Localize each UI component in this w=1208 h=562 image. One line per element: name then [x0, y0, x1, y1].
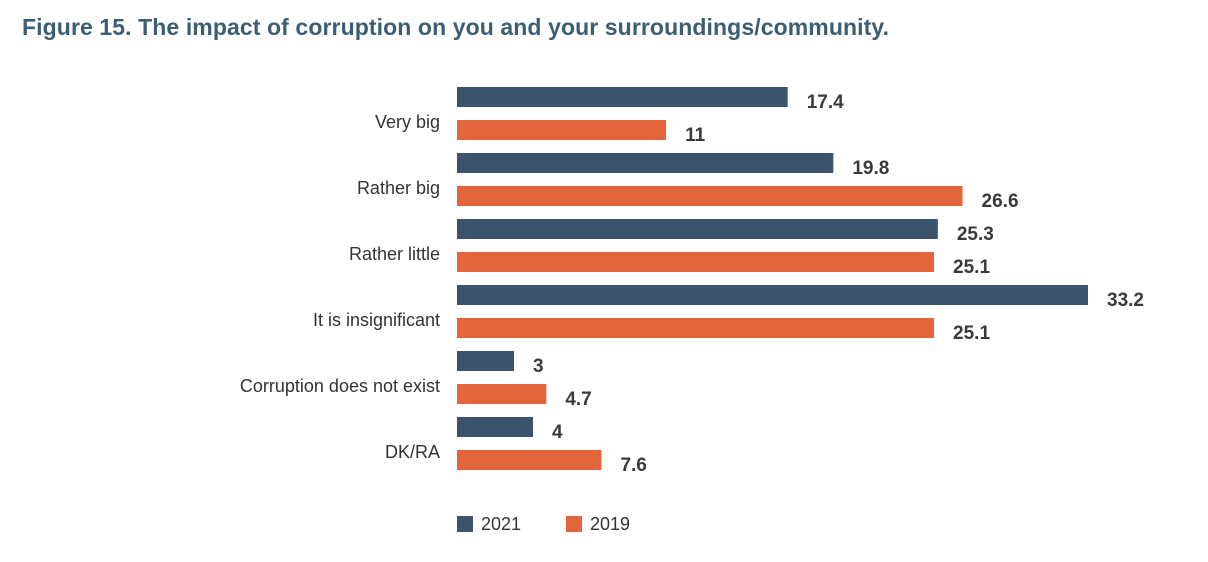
bar-2021-it-is-insignificant [457, 285, 1088, 305]
value-label-2019-rather-little: 25.1 [953, 257, 990, 278]
value-label-2021-rather-little: 25.3 [957, 224, 994, 245]
bar-2019-very-big [457, 120, 667, 140]
bar-2019-corruption-does-not-exist [457, 384, 547, 404]
bars-layer: Very big 17.4 11 Rather big 19.8 26.6 Rather l… [240, 87, 1144, 476]
value-label-2021-it-is-insignificant: 33.2 [1107, 290, 1144, 311]
value-label-2019-rather-big: 26.6 [982, 191, 1019, 212]
value-label-2021-dk-ra: 4 [552, 422, 563, 443]
legend-swatch-2021 [457, 516, 473, 532]
value-label-2019-corruption-does-not-exist: 4.7 [565, 389, 591, 410]
bar-2021-dk-ra [457, 417, 534, 437]
bar-2021-rather-big [457, 153, 834, 173]
legend: 2021 2019 [457, 514, 630, 534]
legend-label-2021: 2021 [481, 514, 521, 534]
category-label-dk-ra: DK/RA [385, 442, 440, 462]
bar-2019-dk-ra [457, 450, 602, 470]
legend-label-2019: 2019 [590, 514, 630, 534]
value-label-2021-corruption-does-not-exist: 3 [533, 356, 544, 377]
bar-2019-rather-little [457, 252, 935, 272]
bar-2021-rather-little [457, 219, 938, 239]
category-label-rather-big: Rather big [357, 178, 440, 198]
bar-2021-corruption-does-not-exist [457, 351, 515, 371]
bar-2019-rather-big [457, 186, 963, 206]
value-label-2021-rather-big: 19.8 [852, 158, 889, 179]
category-label-rather-little: Rather little [349, 244, 440, 264]
bar-2019-it-is-insignificant [457, 318, 935, 338]
category-label-it-is-insignificant: It is insignificant [313, 310, 440, 330]
value-label-2021-very-big: 17.4 [807, 92, 844, 113]
value-label-2019-very-big: 11 [685, 125, 706, 146]
figure-title: Figure 15. The impact of corruption on y… [22, 14, 890, 40]
category-label-very-big: Very big [375, 112, 440, 132]
category-label-corruption-does-not-exist: Corruption does not exist [240, 376, 440, 396]
legend-swatch-2019 [566, 516, 582, 532]
value-label-2019-dk-ra: 7.6 [620, 455, 646, 476]
value-label-2019-it-is-insignificant: 25.1 [953, 323, 990, 344]
bar-2021-very-big [457, 87, 788, 107]
